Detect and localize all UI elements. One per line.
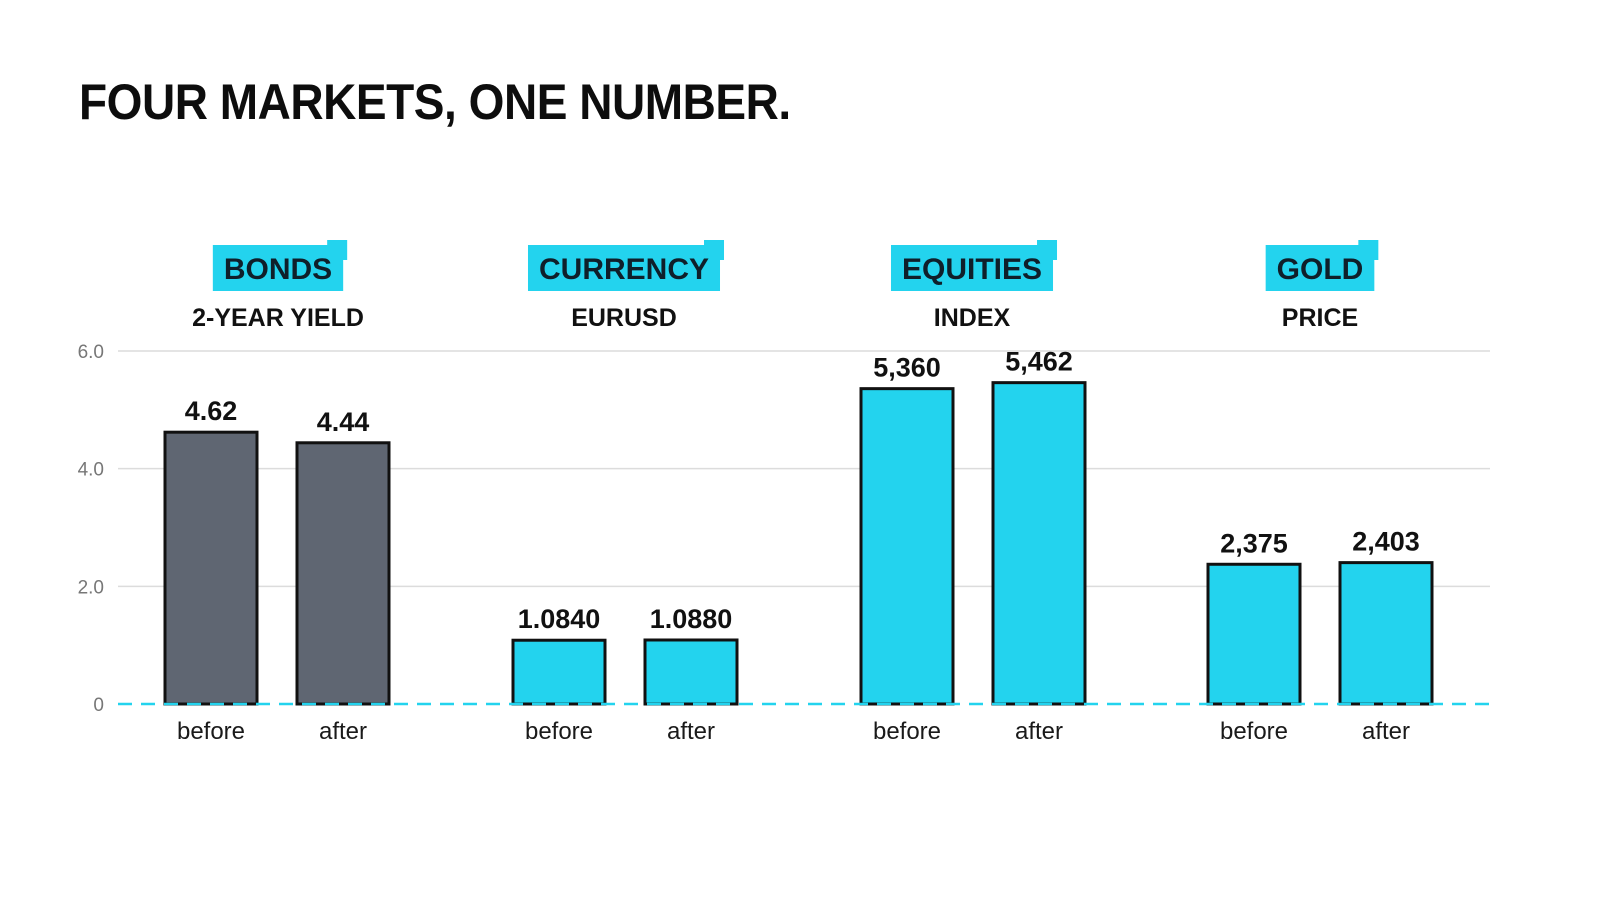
group-subtitle: 2-YEAR YIELD (192, 304, 364, 332)
bar-category-label: before (873, 718, 941, 745)
group-tag-label: BONDS (224, 253, 332, 286)
y-tick-label: 0 (93, 695, 104, 716)
bar-gold-after (1338, 561, 1434, 706)
bar-value-label: 2,375 (1220, 528, 1288, 558)
group-subtitle: INDEX (934, 304, 1011, 332)
group-tag-corner (704, 240, 725, 260)
group-tag-background (527, 245, 721, 291)
bar-bonds-before (163, 430, 259, 706)
group-tag: BONDS (212, 240, 348, 291)
group-tag-corner (327, 240, 348, 260)
bars (163, 381, 1434, 706)
labels: 0 2.0 4.0 6.0 4.62 before 4.44 after 1.0840 befor… (78, 342, 1420, 745)
bar-category-label: after (667, 718, 715, 745)
bar-currency-after (643, 638, 739, 706)
bar-value-label: 5,360 (873, 353, 941, 383)
group-tag-background (890, 245, 1054, 291)
bar-category-label: after (319, 718, 367, 745)
group-tag: EQUITIES (890, 240, 1058, 291)
group-tag-background (212, 245, 344, 291)
y-tick-label: 6.0 (78, 342, 104, 363)
group-subtitle: EURUSD (571, 304, 677, 332)
group-tag: GOLD (1265, 240, 1379, 291)
group-tag-label: EQUITIES (902, 253, 1042, 286)
bar-bonds-after (295, 441, 391, 706)
bar-currency-before (511, 638, 607, 706)
bar-category-label: after (1015, 718, 1063, 745)
group-tag-corner (1037, 240, 1058, 260)
bar-value-label: 5,462 (1005, 347, 1073, 377)
group-tag: CURRENCY (527, 240, 725, 291)
bar-value-label: 4.62 (185, 396, 238, 426)
group-tag-corner (1358, 240, 1379, 260)
bar-value-label: 4.44 (317, 407, 370, 437)
bar-category-label: before (1220, 718, 1288, 745)
group-tag-label: CURRENCY (539, 253, 709, 286)
bar-equities-after (991, 381, 1087, 706)
group-subtitle: PRICE (1282, 304, 1358, 332)
bar-value-label: 1.0840 (518, 604, 601, 634)
group-tag-background (1265, 245, 1375, 291)
bar-category-label: before (525, 718, 593, 745)
bar-value-label: 1.0880 (650, 604, 733, 634)
bar-category-label: after (1362, 718, 1410, 745)
bar-equities-before (859, 387, 955, 706)
bar-category-label: before (177, 718, 245, 745)
page-title: FOUR MARKETS, ONE NUMBER. (79, 74, 791, 130)
y-tick-label: 2.0 (78, 577, 104, 598)
group-tag-label: GOLD (1277, 253, 1364, 286)
group-headers: BONDS 2-YEAR YIELD CURRENCY EURUSD EQUITIES I… (192, 240, 1379, 332)
bar-value-label: 2,403 (1352, 527, 1420, 557)
bar-gold-before (1206, 562, 1302, 706)
y-tick-label: 4.0 (78, 460, 104, 481)
